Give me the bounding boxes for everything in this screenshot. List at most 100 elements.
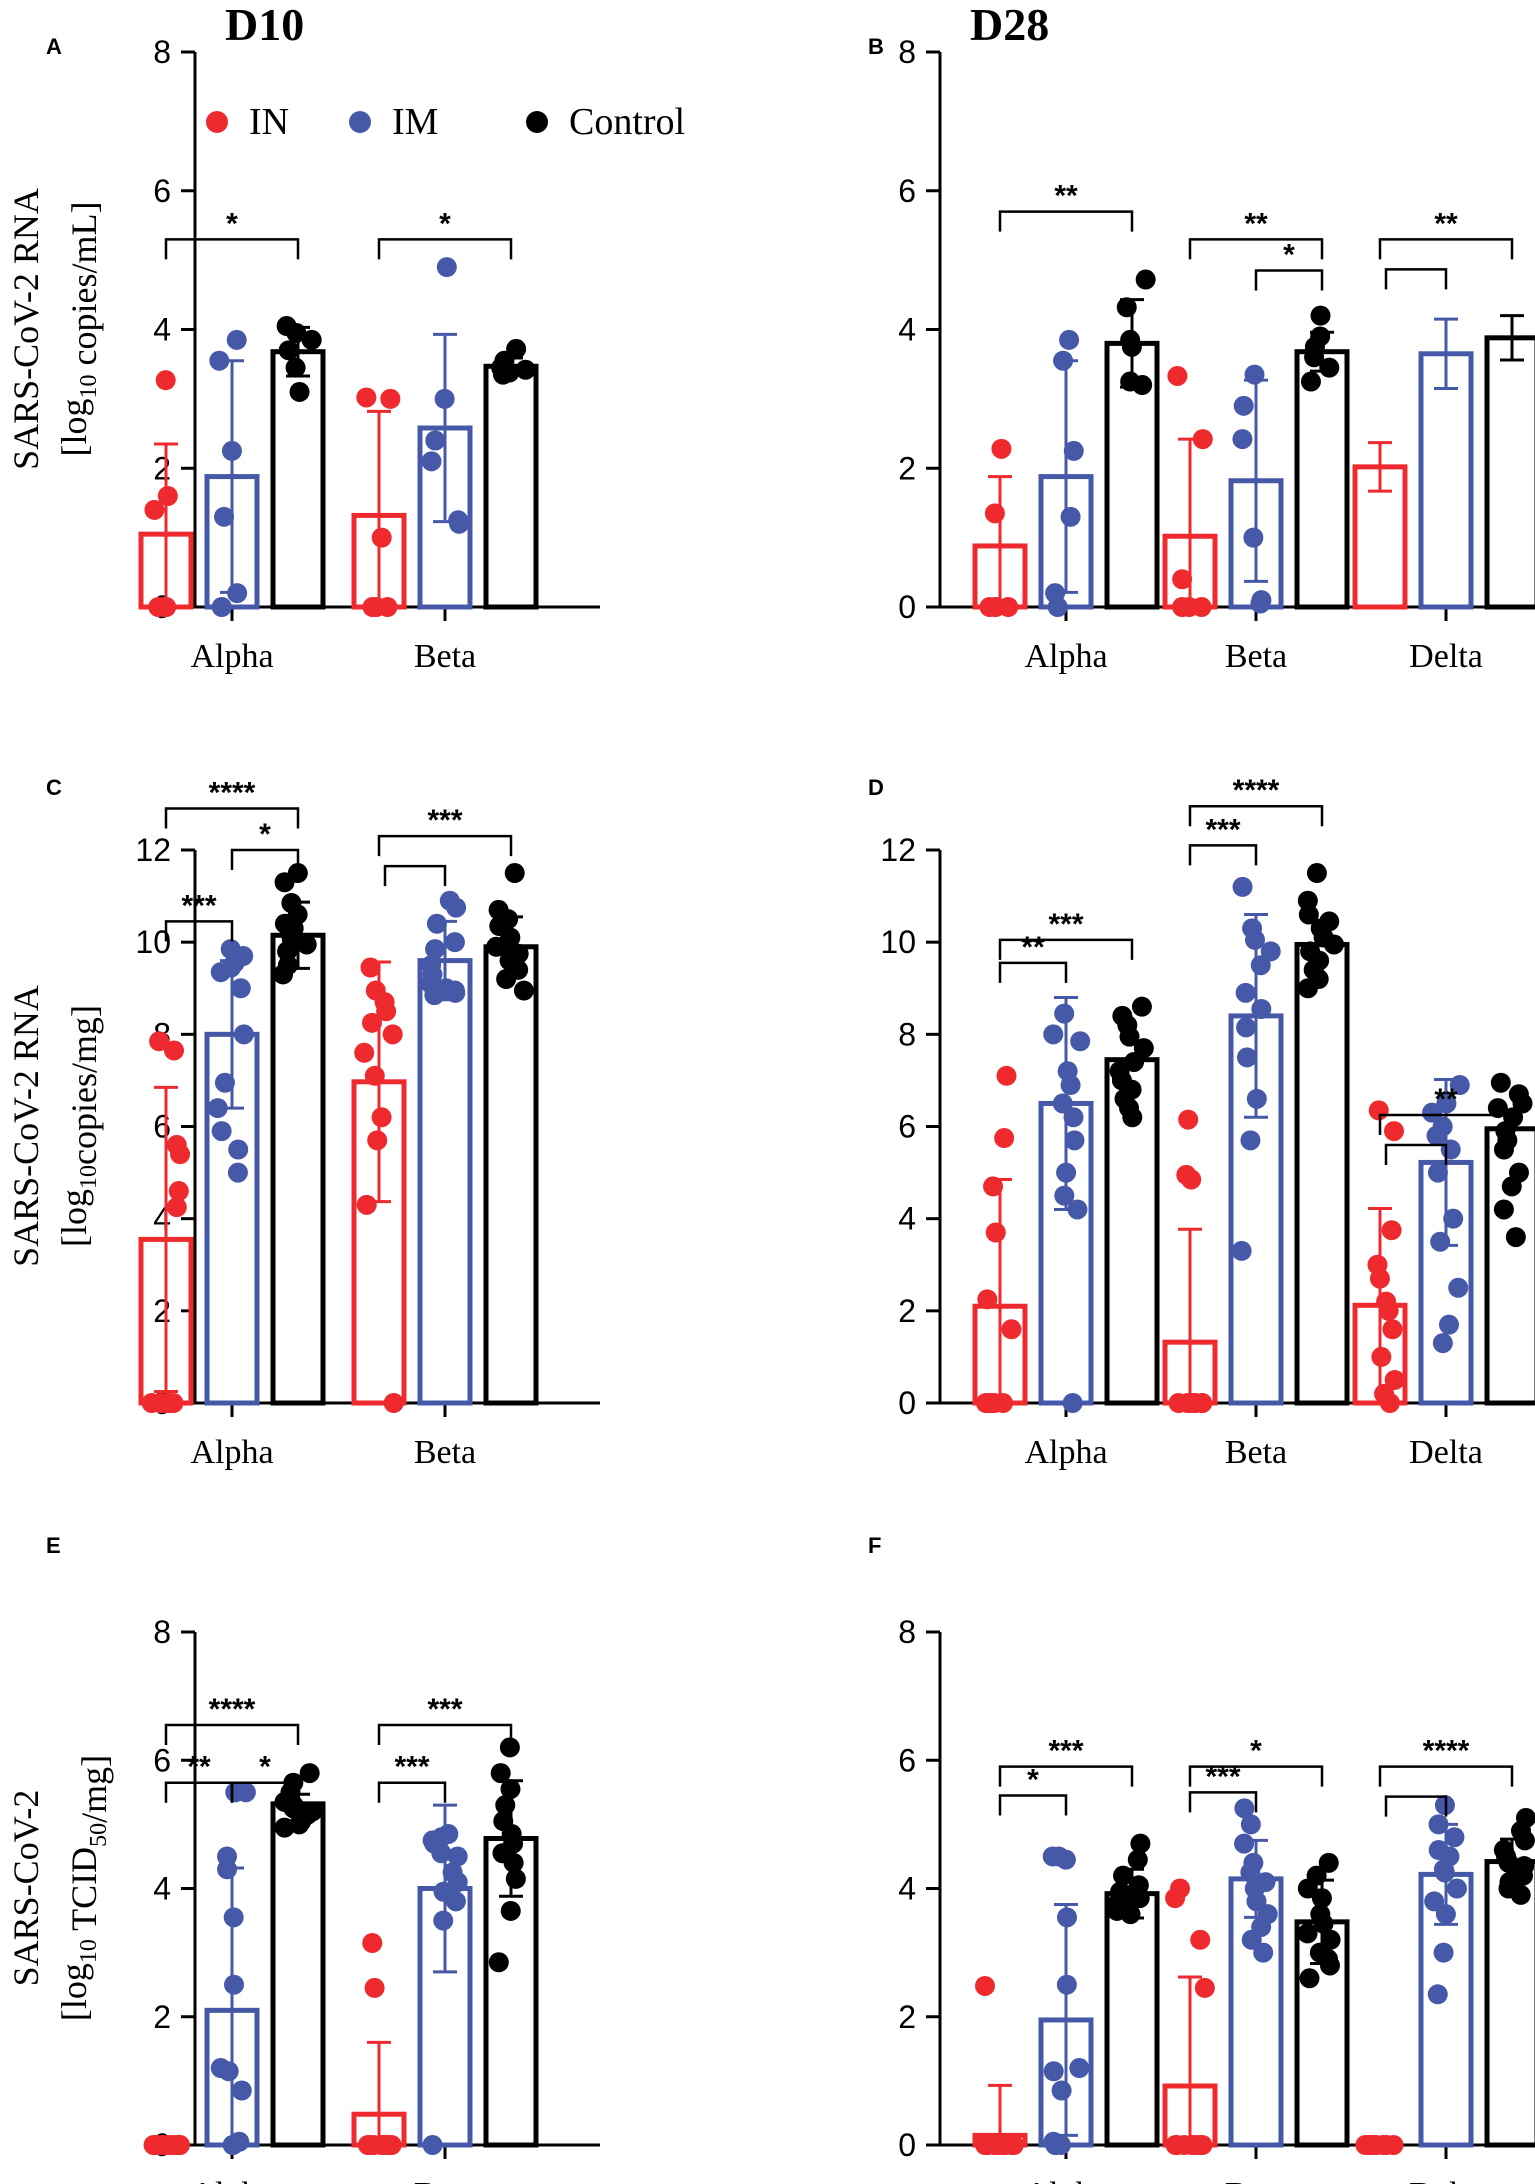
legend: IN IM Control bbox=[206, 101, 685, 143]
data-point bbox=[504, 863, 525, 884]
data-point bbox=[1135, 269, 1156, 290]
data-point bbox=[1240, 1130, 1261, 1151]
y-tick-label: 2 bbox=[153, 1293, 171, 1329]
data-point bbox=[1443, 1208, 1464, 1229]
data-point bbox=[221, 440, 242, 461]
significance-label: * bbox=[259, 1751, 271, 1784]
data-point bbox=[1433, 1942, 1454, 1963]
data-point bbox=[500, 1900, 521, 1921]
significance-bracket bbox=[998, 1794, 1068, 1816]
data-point bbox=[1436, 1093, 1457, 1114]
data-point bbox=[1251, 998, 1272, 1019]
ylabel-segment: [log bbox=[54, 1189, 94, 1247]
data-point bbox=[226, 329, 247, 350]
data-point bbox=[228, 1139, 249, 1160]
legend-marker bbox=[206, 111, 228, 133]
data-point bbox=[985, 1222, 1006, 1243]
y-tick-label: 6 bbox=[898, 1742, 916, 1778]
data-point bbox=[166, 1197, 187, 1218]
data-point bbox=[1241, 1929, 1262, 1950]
significance-bracket bbox=[1188, 804, 1324, 827]
data-point bbox=[1172, 569, 1193, 590]
significance-bracket bbox=[377, 1723, 513, 1745]
data-point bbox=[227, 1162, 248, 1183]
data-point bbox=[1070, 1031, 1091, 1052]
significance-label: *** bbox=[427, 804, 462, 837]
data-point bbox=[1231, 1240, 1252, 1261]
data-point bbox=[380, 388, 401, 409]
significance-sub-bracket bbox=[383, 864, 447, 887]
data-point bbox=[1240, 1814, 1261, 1835]
data-point bbox=[426, 913, 447, 934]
significance-sub-bracket bbox=[1384, 1143, 1448, 1165]
significance-label: * bbox=[1250, 1735, 1262, 1768]
significance-bracket bbox=[1378, 238, 1514, 260]
data-point bbox=[515, 359, 536, 380]
data-point bbox=[354, 1042, 375, 1063]
significance-bracket bbox=[1378, 1113, 1514, 1135]
x-tick-label: Beta bbox=[1225, 1434, 1287, 1471]
y-tick-label: 12 bbox=[880, 832, 916, 868]
data-point bbox=[362, 1933, 383, 1954]
x-tick-label: Alpha bbox=[1024, 2176, 1107, 2184]
y-tick-label: 2 bbox=[898, 450, 916, 486]
x-tick-label: Delta bbox=[1409, 638, 1483, 675]
data-point bbox=[434, 388, 455, 409]
data-point bbox=[155, 370, 176, 391]
data-point bbox=[225, 1782, 246, 1803]
data-point bbox=[1059, 329, 1080, 350]
data-point bbox=[1060, 1075, 1081, 1096]
data-point bbox=[445, 1891, 466, 1912]
data-point bbox=[223, 1907, 244, 1928]
data-point bbox=[1493, 1199, 1514, 1220]
data-point bbox=[157, 486, 178, 506]
data-point bbox=[1384, 1369, 1405, 1390]
data-point bbox=[503, 1852, 524, 1873]
data-point bbox=[1120, 1904, 1141, 1925]
data-point bbox=[1232, 876, 1253, 897]
data-point bbox=[1300, 371, 1321, 392]
data-point bbox=[382, 1024, 403, 1045]
ylabel-line2: [log10 TCID50/mg] bbox=[54, 1755, 114, 2021]
significance-label: *** bbox=[1205, 813, 1240, 846]
data-point bbox=[1253, 1942, 1274, 1963]
data-point bbox=[1381, 1220, 1402, 1241]
data-point bbox=[222, 2135, 243, 2155]
panel-letter: E bbox=[46, 1533, 61, 1558]
data-point bbox=[1427, 1984, 1448, 2005]
significance-label: * bbox=[1027, 1764, 1039, 1797]
data-point bbox=[1055, 1849, 1076, 1870]
data-point bbox=[991, 438, 1012, 459]
data-point bbox=[1487, 1098, 1508, 1119]
data-point bbox=[1190, 1929, 1211, 1950]
data-point bbox=[1132, 375, 1153, 395]
data-point bbox=[1378, 1300, 1399, 1321]
data-point bbox=[1183, 2135, 1204, 2155]
data-point bbox=[488, 1952, 509, 1973]
data-point bbox=[1260, 941, 1281, 962]
data-point bbox=[447, 1846, 468, 1867]
significance-label: *** bbox=[181, 889, 216, 922]
panel-letter: A bbox=[46, 34, 62, 59]
data-point bbox=[1056, 1162, 1077, 1183]
data-point bbox=[984, 503, 1005, 524]
data-point bbox=[425, 939, 446, 960]
bar bbox=[1294, 349, 1350, 610]
significance-label: *** bbox=[1048, 1735, 1083, 1768]
data-point bbox=[285, 357, 306, 378]
data-point bbox=[500, 1779, 521, 1800]
data-point bbox=[274, 872, 295, 893]
data-point bbox=[1127, 1849, 1148, 1870]
data-point bbox=[1490, 1072, 1511, 1093]
data-point bbox=[1052, 1093, 1073, 1114]
bar bbox=[417, 958, 473, 1406]
data-point bbox=[424, 985, 445, 1006]
bar bbox=[1418, 351, 1474, 610]
y-tick-label: 4 bbox=[898, 1201, 916, 1237]
significance-label: ** bbox=[1054, 180, 1078, 213]
data-point bbox=[983, 1176, 1004, 1197]
panel-letter: C bbox=[46, 775, 62, 800]
significance-bracket bbox=[1188, 844, 1258, 866]
ylabel-segment: copies/mg] bbox=[64, 1005, 104, 1165]
significance-bracket bbox=[998, 210, 1134, 232]
